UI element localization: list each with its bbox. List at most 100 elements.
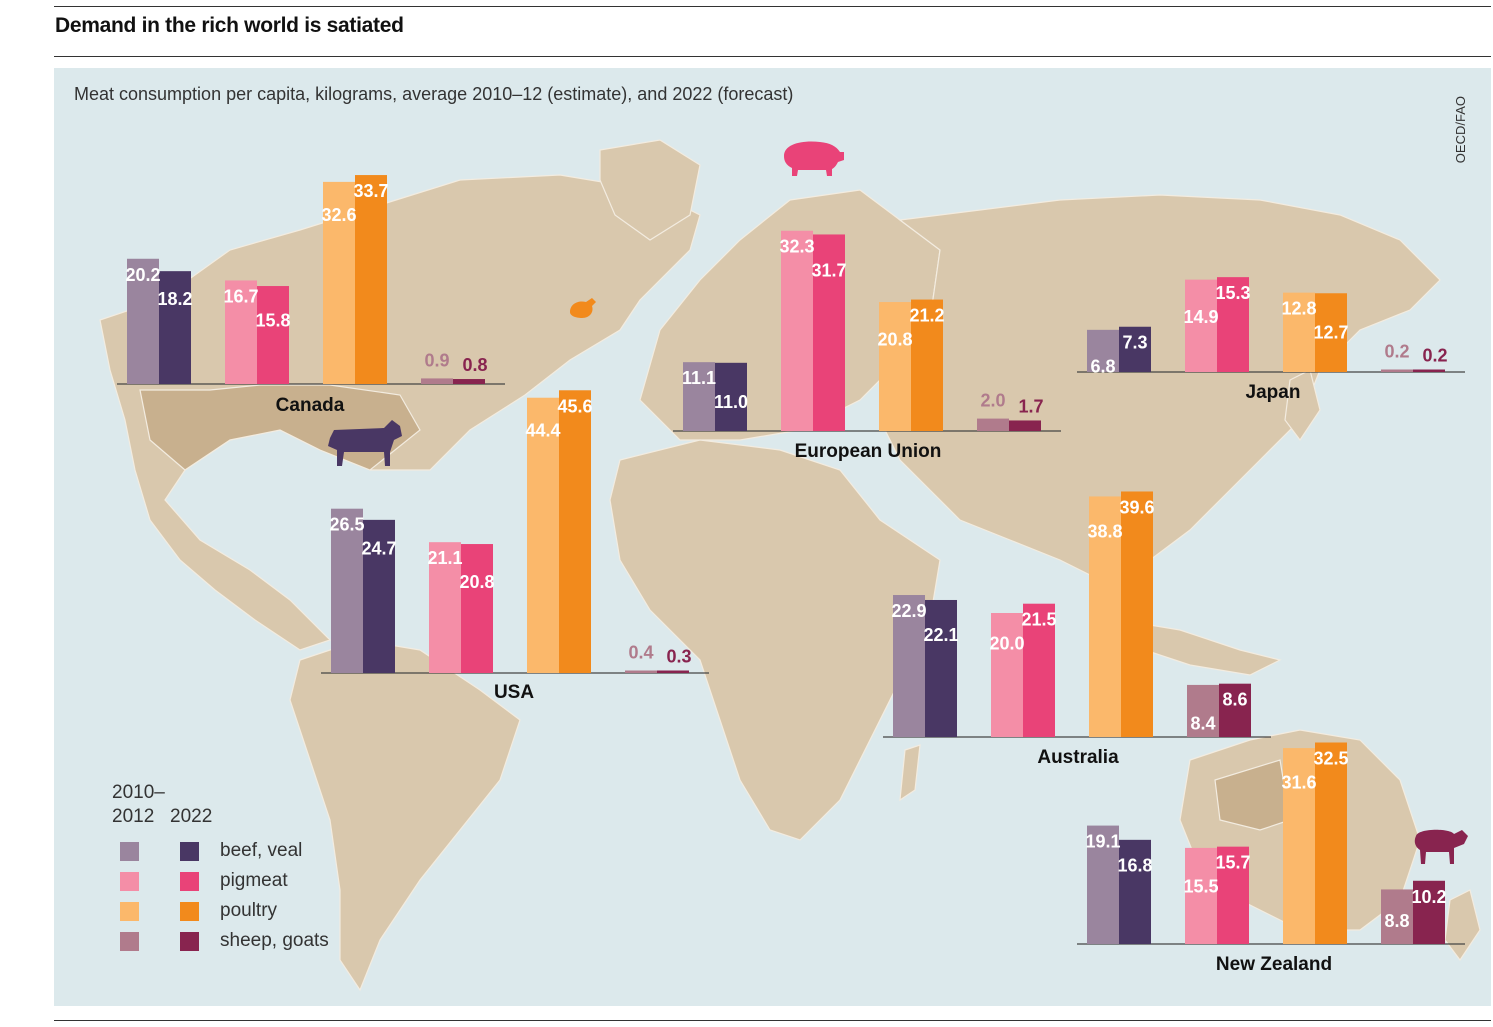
legend-swatch-sheep-2022 <box>180 932 199 951</box>
value-label-sheep-2022: 0.3 <box>666 647 691 667</box>
source-credit: OECD/FAO <box>1453 96 1468 164</box>
value-label-beef-2022: 18.2 <box>157 289 192 309</box>
bar-sheep-2022 <box>1413 880 1445 944</box>
value-label-poultry-2010: 12.8 <box>1281 299 1316 319</box>
bottom-rule <box>54 1020 1491 1021</box>
bar-poultry-2010 <box>323 181 355 384</box>
region-label-japan: Japan <box>1246 382 1301 403</box>
bar-group-new-zealand: 19.1 16.8 15.5 15.7 31.6 32.5 8.810.2 New Zeala… <box>1077 742 1468 975</box>
bar-poultry-2010 <box>879 302 911 431</box>
value-label-sheep-2022: 10.2 <box>1411 887 1446 907</box>
value-label-poultry-2022: 32.5 <box>1313 749 1348 769</box>
value-label-poultry-2010: 20.8 <box>877 330 912 350</box>
region-label-canada: Canada <box>276 395 345 416</box>
australia-highlight <box>1214 759 1291 831</box>
bar-poultry-2010 <box>1089 496 1121 737</box>
value-label-sheep-2010: 0.9 <box>424 350 449 370</box>
value-label-beef-2010: 11.1 <box>682 368 716 388</box>
value-label-pigmeat-2022: 20.8 <box>459 572 494 592</box>
bar-poultry-2022 <box>1315 742 1347 944</box>
value-label-pigmeat-2010: 15.5 <box>1183 877 1218 897</box>
value-label-beef-2010: 19.1 <box>1085 832 1120 852</box>
value-label-beef-2010: 26.5 <box>329 515 364 535</box>
legend-swatch-pigmeat-2022 <box>180 872 199 891</box>
legend-swatch-poultry-2022 <box>180 902 199 921</box>
value-label-poultry-2022: 33.7 <box>353 181 388 201</box>
region-label-european-union: European Union <box>795 441 942 462</box>
legend-label-pigmeat: pigmeat <box>220 870 288 891</box>
legend-col1-line2: 2012 <box>112 806 155 827</box>
value-label-sheep-2010: 2.0 <box>980 391 1005 411</box>
bar-beef-2010 <box>1087 329 1119 372</box>
bar-pigmeat-2010 <box>991 613 1023 737</box>
legend-label-poultry: poultry <box>220 900 278 921</box>
legend-swatch-beef-2010 <box>120 842 139 861</box>
value-label-sheep-2022: 0.8 <box>462 355 487 375</box>
bar-pigmeat-2010 <box>1185 279 1217 372</box>
bar-group-australia: 22.9 22.1 20.0 21.5 38.8 39.6 8.4 8.6 Australia <box>883 491 1271 768</box>
bar-sheep-2010 <box>1381 369 1413 372</box>
region-label-new-zealand: New Zealand <box>1216 954 1332 975</box>
chart-subtitle: Meat consumption per capita, kilograms, … <box>74 84 794 104</box>
bar-pigmeat-2010 <box>225 280 257 384</box>
bar-sheep-2010 <box>1187 684 1219 737</box>
bar-group-usa: 26.5 24.7 21.1 20.8 44.4 45.6 0.4 0.3 USA <box>321 390 709 703</box>
bar-poultry-2022 <box>1121 491 1153 737</box>
value-label-pigmeat-2022: 15.7 <box>1215 853 1250 873</box>
value-label-sheep-2010: 0.4 <box>628 643 653 663</box>
value-label-pigmeat-2010: 21.1 <box>427 548 462 568</box>
legend-swatch-beef-2022 <box>180 842 199 861</box>
region-label-australia: Australia <box>1037 747 1119 768</box>
bar-beef-2010 <box>127 258 159 384</box>
bar-sheep-2022 <box>657 670 689 673</box>
bar-poultry-2022 <box>355 175 387 384</box>
value-label-poultry-2022: 39.6 <box>1119 497 1154 517</box>
bar-group-canada: 20.2 18.2 16.7 15.8 32.6 33.7 0.9 0.8 Canada <box>117 175 505 416</box>
asia-land <box>879 194 1441 581</box>
bar-sheep-2010 <box>1381 889 1413 944</box>
bar-poultry-2022 <box>1315 293 1347 372</box>
legend-col1-line1: 2010– <box>112 782 165 803</box>
value-label-pigmeat-2022: 15.8 <box>255 310 290 330</box>
bar-sheep-2022 <box>1219 683 1251 737</box>
bar-beef-2022 <box>715 362 747 431</box>
value-label-sheep-2010: 0.2 <box>1384 342 1409 362</box>
bar-pigmeat-2010 <box>429 542 461 673</box>
africa-land <box>609 439 941 841</box>
bar-beef-2022 <box>1119 839 1151 944</box>
bar-beef-2022 <box>159 271 191 384</box>
value-label-sheep-2022: 8.6 <box>1222 690 1247 710</box>
value-label-poultry-2022: 45.6 <box>557 396 592 416</box>
new-zealand-land <box>1444 889 1481 962</box>
region-label-usa: USA <box>494 682 534 703</box>
legend-swatch-poultry-2010 <box>120 902 139 921</box>
bar-pigmeat-2022 <box>461 544 493 673</box>
bar-pigmeat-2022 <box>813 234 845 431</box>
bar-sheep-2010 <box>421 378 453 384</box>
bar-poultry-2010 <box>1283 292 1315 372</box>
value-label-pigmeat-2010: 16.7 <box>223 286 258 306</box>
value-label-sheep-2010: 8.4 <box>1190 714 1215 734</box>
legend-col2: 2022 <box>170 806 213 827</box>
bar-sheep-2022 <box>1413 369 1445 372</box>
chicken-icon <box>570 298 596 318</box>
bar-pigmeat-2022 <box>1217 846 1249 944</box>
headline: Demand in the rich world is satiated <box>55 14 404 37</box>
value-label-beef-2022: 22.1 <box>923 625 958 645</box>
headline-rule <box>54 56 1491 57</box>
bar-pigmeat-2022 <box>1023 603 1055 737</box>
bar-pigmeat-2010 <box>781 230 813 431</box>
bar-pigmeat-2022 <box>257 286 289 384</box>
value-label-beef-2010: 6.8 <box>1090 357 1115 377</box>
legend-swatch-sheep-2010 <box>120 932 139 951</box>
bar-sheep-2022 <box>1009 420 1041 431</box>
bar-beef-2022 <box>925 599 957 737</box>
value-label-beef-2010: 20.2 <box>125 265 160 285</box>
value-label-poultry-2010: 31.6 <box>1281 773 1316 793</box>
value-label-sheep-2022: 0.2 <box>1422 346 1447 366</box>
value-label-beef-2022: 24.7 <box>361 539 396 559</box>
cow-icon <box>328 420 402 466</box>
bar-groups: 20.218.2 16.715.832.633.70.9 0.8Canada26.5… <box>117 141 1468 975</box>
bar-poultry-2010 <box>527 397 559 673</box>
bar-sheep-2022 <box>453 379 485 384</box>
